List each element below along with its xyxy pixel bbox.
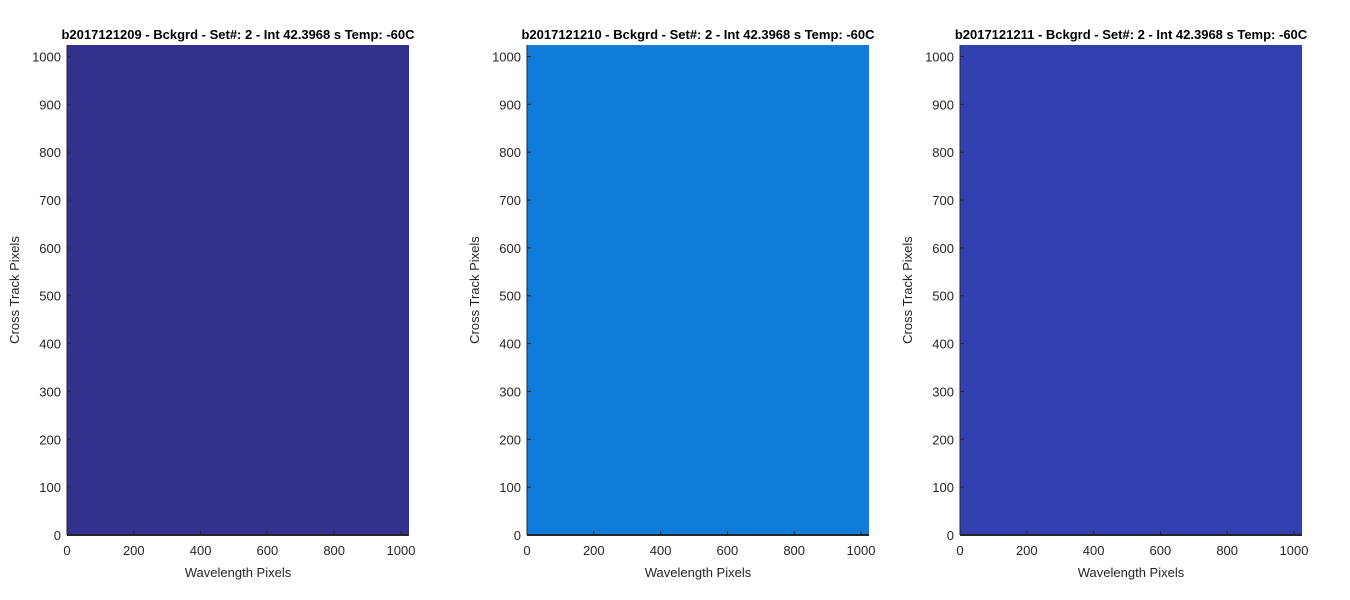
x-tick-label: 200 — [123, 543, 145, 558]
y-tick-label: 200 — [39, 432, 61, 447]
x-tick-label: 1000 — [847, 543, 876, 558]
y-tick-label: 400 — [932, 337, 954, 352]
y-tick-label: 0 — [947, 528, 954, 543]
y-tick-label: 900 — [39, 97, 61, 112]
y-tick-label: 100 — [499, 480, 521, 495]
y-tick-label: 700 — [39, 193, 61, 208]
y-tick-label: 0 — [54, 528, 61, 543]
heatmap-panel-1: b2017121209 - Bckgrd - Set#: 2 - Int 42.… — [7, 27, 415, 580]
y-tick-label: 1000 — [492, 49, 521, 64]
x-axis-label: Wavelength Pixels — [185, 565, 292, 580]
x-tick-label: 200 — [583, 543, 605, 558]
x-tick-label: 600 — [1150, 543, 1172, 558]
y-tick-label: 700 — [499, 193, 521, 208]
x-tick-label: 400 — [190, 543, 212, 558]
x-axis-label: Wavelength Pixels — [645, 565, 752, 580]
y-tick-label: 200 — [499, 432, 521, 447]
y-axis-label: Cross Track Pixels — [7, 236, 22, 344]
y-tick-label: 800 — [932, 145, 954, 160]
x-tick-label: 800 — [323, 543, 345, 558]
x-tick-label: 400 — [1083, 543, 1105, 558]
y-tick-label: 200 — [932, 432, 954, 447]
y-tick-label: 600 — [39, 241, 61, 256]
x-tick-label: 400 — [650, 543, 672, 558]
x-tick-label: 0 — [956, 543, 963, 558]
heatmap-panel-2: b2017121210 - Bckgrd - Set#: 2 - Int 42.… — [467, 27, 875, 580]
chart-title: b2017121211 - Bckgrd - Set#: 2 - Int 42.… — [955, 27, 1308, 42]
y-tick-label: 300 — [932, 384, 954, 399]
y-tick-label: 600 — [499, 241, 521, 256]
y-tick-label: 500 — [499, 289, 521, 304]
heatmap-image — [960, 45, 1302, 535]
y-tick-label: 1000 — [32, 49, 61, 64]
y-tick-label: 900 — [932, 97, 954, 112]
y-tick-label: 500 — [932, 289, 954, 304]
heatmap-image — [67, 45, 409, 535]
y-axis-label: Cross Track Pixels — [467, 236, 482, 344]
x-tick-label: 1000 — [1280, 543, 1309, 558]
y-tick-label: 400 — [39, 337, 61, 352]
y-tick-label: 400 — [499, 337, 521, 352]
y-tick-label: 300 — [499, 384, 521, 399]
y-tick-label: 100 — [39, 480, 61, 495]
y-tick-label: 300 — [39, 384, 61, 399]
y-tick-label: 500 — [39, 289, 61, 304]
x-tick-label: 1000 — [387, 543, 416, 558]
y-axis-label: Cross Track Pixels — [900, 236, 915, 344]
y-tick-label: 100 — [932, 480, 954, 495]
x-tick-label: 600 — [717, 543, 739, 558]
y-tick-label: 1000 — [925, 49, 954, 64]
y-tick-label: 0 — [514, 528, 521, 543]
x-tick-label: 0 — [63, 543, 70, 558]
y-tick-label: 800 — [499, 145, 521, 160]
chart-title: b2017121209 - Bckgrd - Set#: 2 - Int 42.… — [61, 27, 415, 42]
y-tick-label: 800 — [39, 145, 61, 160]
heatmap-panel-3: b2017121211 - Bckgrd - Set#: 2 - Int 42.… — [900, 27, 1308, 580]
x-tick-label: 0 — [523, 543, 530, 558]
y-tick-label: 900 — [499, 97, 521, 112]
heatmap-image — [527, 45, 869, 535]
y-tick-label: 600 — [932, 241, 954, 256]
chart-title: b2017121210 - Bckgrd - Set#: 2 - Int 42.… — [521, 27, 875, 42]
x-tick-label: 200 — [1016, 543, 1038, 558]
x-tick-label: 800 — [783, 543, 805, 558]
y-tick-label: 700 — [932, 193, 954, 208]
x-axis-label: Wavelength Pixels — [1078, 565, 1185, 580]
x-tick-label: 600 — [257, 543, 279, 558]
x-tick-label: 800 — [1216, 543, 1238, 558]
